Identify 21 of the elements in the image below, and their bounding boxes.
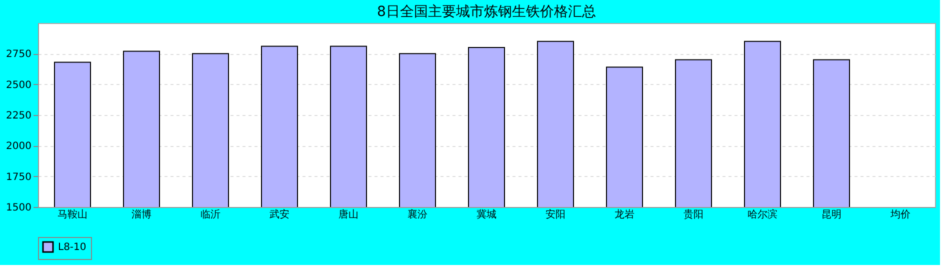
y-tick-label: 2750 [6, 49, 32, 60]
x-tick-label: 唐山 [338, 208, 358, 220]
x-tick-label: 马鞍山 [58, 208, 88, 220]
x-tick-label: 襄汾 [408, 208, 428, 220]
y-tick-label: 2500 [6, 80, 32, 91]
x-tick-label: 武安 [270, 208, 290, 220]
y-tick-label: 2250 [6, 110, 32, 122]
legend-label: L8-10 [58, 242, 86, 253]
y-tick-label: 1750 [6, 172, 32, 183]
x-tick-label: 临沂 [200, 208, 220, 220]
y-tick-label: 1500 [6, 202, 32, 214]
x-tick-label: 淄博 [132, 208, 152, 220]
x-tick-label: 龙岩 [614, 208, 634, 220]
y-tick-label: 2000 [6, 141, 32, 152]
x-tick-label: 昆明 [822, 210, 842, 220]
x-tick-label: 冀城 [476, 208, 496, 220]
x-tick-label: 安阳 [546, 208, 566, 220]
chart-title: 8日全国主要城市炼钢生铁价格汇总 [377, 4, 596, 20]
x-tick-label: 贵阳 [684, 208, 704, 220]
x-tick-label: 哈尔滨 [748, 208, 778, 220]
x-tick-label: 均价 [890, 208, 910, 220]
